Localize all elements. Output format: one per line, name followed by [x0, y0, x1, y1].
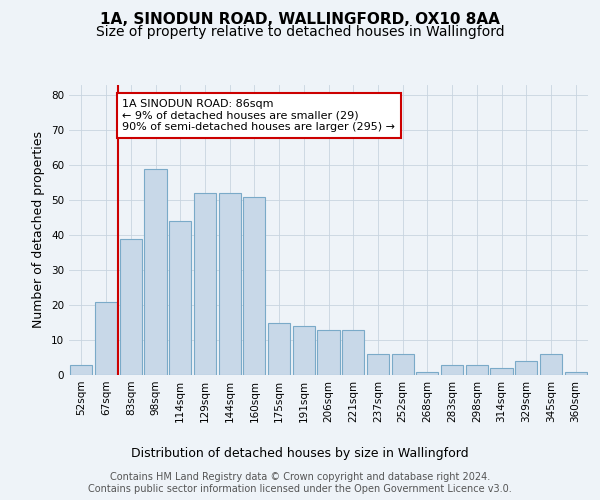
Bar [565, 372, 587, 375]
Bar [342, 330, 364, 375]
Text: 1A SINODUN ROAD: 86sqm
← 9% of detached houses are smaller (29)
90% of semi-deta: 1A SINODUN ROAD: 86sqm ← 9% of detached … [122, 99, 395, 132]
Bar [490, 368, 512, 375]
Bar [145, 169, 167, 375]
Bar [169, 222, 191, 375]
Bar [540, 354, 562, 375]
Bar [392, 354, 414, 375]
Bar [70, 364, 92, 375]
Bar [218, 194, 241, 375]
Text: Size of property relative to detached houses in Wallingford: Size of property relative to detached ho… [95, 25, 505, 39]
Y-axis label: Number of detached properties: Number of detached properties [32, 132, 46, 328]
Text: Distribution of detached houses by size in Wallingford: Distribution of detached houses by size … [131, 448, 469, 460]
Bar [243, 197, 265, 375]
Bar [466, 364, 488, 375]
Bar [95, 302, 117, 375]
Bar [441, 364, 463, 375]
Text: Contains HM Land Registry data © Crown copyright and database right 2024.
Contai: Contains HM Land Registry data © Crown c… [88, 472, 512, 494]
Bar [367, 354, 389, 375]
Bar [119, 238, 142, 375]
Bar [293, 326, 315, 375]
Text: 1A, SINODUN ROAD, WALLINGFORD, OX10 8AA: 1A, SINODUN ROAD, WALLINGFORD, OX10 8AA [100, 12, 500, 28]
Bar [317, 330, 340, 375]
Bar [194, 194, 216, 375]
Bar [416, 372, 439, 375]
Bar [268, 322, 290, 375]
Bar [515, 361, 538, 375]
